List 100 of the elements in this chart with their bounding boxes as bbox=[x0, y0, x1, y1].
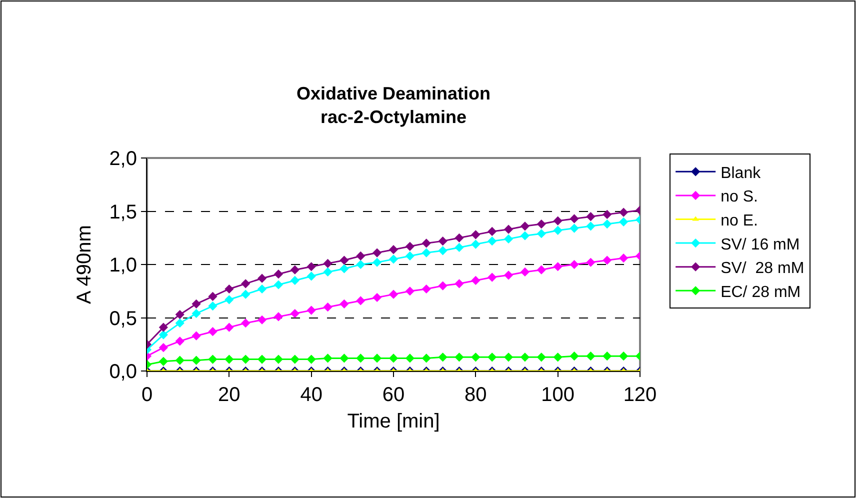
x-tick-label: 120 bbox=[623, 384, 657, 406]
point bbox=[290, 276, 300, 286]
point bbox=[570, 352, 579, 361]
point bbox=[405, 242, 414, 251]
point bbox=[257, 315, 267, 324]
point bbox=[520, 352, 530, 362]
point bbox=[438, 352, 448, 362]
legend-label: no S. bbox=[720, 188, 758, 206]
point bbox=[175, 318, 184, 328]
point bbox=[356, 260, 366, 270]
point bbox=[504, 224, 514, 234]
point bbox=[602, 352, 612, 361]
point bbox=[306, 354, 316, 364]
point bbox=[488, 226, 497, 236]
point bbox=[405, 251, 414, 261]
point bbox=[553, 216, 562, 226]
point bbox=[158, 343, 168, 352]
point bbox=[602, 210, 612, 219]
point bbox=[388, 354, 398, 363]
point bbox=[340, 354, 349, 363]
point bbox=[356, 251, 366, 261]
point bbox=[438, 236, 448, 246]
point bbox=[619, 352, 628, 361]
point bbox=[536, 219, 546, 229]
point bbox=[241, 318, 250, 328]
point bbox=[274, 354, 284, 364]
point bbox=[570, 214, 579, 224]
point bbox=[372, 248, 382, 258]
point bbox=[241, 279, 250, 288]
x-tick-label: 0 bbox=[141, 384, 153, 406]
legend-label: EC/ 28 mM bbox=[720, 284, 801, 301]
y-tick-label: 1,0 bbox=[109, 254, 137, 276]
point bbox=[504, 270, 514, 280]
point bbox=[405, 286, 414, 296]
point bbox=[290, 308, 300, 318]
point bbox=[192, 356, 201, 365]
point bbox=[388, 290, 398, 299]
point bbox=[340, 256, 349, 265]
point bbox=[340, 264, 349, 274]
point bbox=[536, 265, 546, 274]
point bbox=[192, 299, 201, 308]
point bbox=[192, 308, 201, 318]
point bbox=[158, 330, 168, 340]
point bbox=[323, 302, 332, 312]
point bbox=[175, 336, 184, 346]
point bbox=[520, 231, 530, 240]
point bbox=[208, 301, 218, 311]
point bbox=[208, 292, 218, 301]
point bbox=[356, 354, 366, 363]
point bbox=[504, 234, 514, 244]
point bbox=[224, 284, 234, 294]
legend-label: no E. bbox=[720, 212, 758, 230]
point bbox=[290, 354, 300, 364]
point bbox=[241, 290, 250, 299]
point bbox=[454, 279, 464, 288]
point bbox=[471, 240, 480, 249]
point bbox=[290, 265, 300, 274]
point bbox=[586, 222, 596, 231]
point bbox=[257, 274, 267, 283]
point bbox=[471, 230, 480, 240]
point bbox=[438, 246, 448, 256]
point bbox=[504, 352, 514, 362]
x-tick-label: 20 bbox=[218, 384, 240, 406]
point bbox=[158, 322, 168, 332]
point bbox=[520, 222, 530, 231]
point bbox=[192, 331, 201, 340]
point bbox=[388, 254, 398, 264]
point bbox=[619, 254, 628, 263]
point bbox=[224, 295, 234, 304]
point bbox=[422, 248, 431, 258]
point bbox=[208, 354, 218, 364]
point bbox=[405, 354, 414, 363]
legend-label: Blank bbox=[720, 164, 762, 182]
point bbox=[454, 242, 464, 252]
point bbox=[536, 352, 546, 362]
y-tick-label: 2,0 bbox=[109, 148, 137, 170]
x-tick-label: 100 bbox=[541, 384, 575, 406]
point bbox=[274, 270, 284, 279]
point bbox=[372, 258, 382, 267]
point bbox=[323, 267, 332, 277]
chart-title: Oxidative Deamination rac-2-Octylamine bbox=[296, 84, 491, 127]
y-axis-title: A 490nm bbox=[74, 225, 96, 304]
x-tick-label: 60 bbox=[382, 384, 405, 406]
point bbox=[175, 356, 184, 365]
point bbox=[175, 310, 184, 320]
point bbox=[306, 272, 316, 281]
point bbox=[570, 224, 579, 233]
point bbox=[422, 284, 431, 294]
point bbox=[586, 212, 596, 222]
point bbox=[224, 354, 234, 364]
point bbox=[454, 352, 464, 362]
point bbox=[356, 296, 366, 306]
point bbox=[274, 280, 284, 290]
point bbox=[422, 354, 431, 363]
point bbox=[586, 258, 596, 267]
point bbox=[158, 356, 168, 366]
point bbox=[471, 352, 480, 362]
point bbox=[520, 267, 530, 277]
point bbox=[340, 299, 349, 308]
point bbox=[257, 354, 267, 364]
